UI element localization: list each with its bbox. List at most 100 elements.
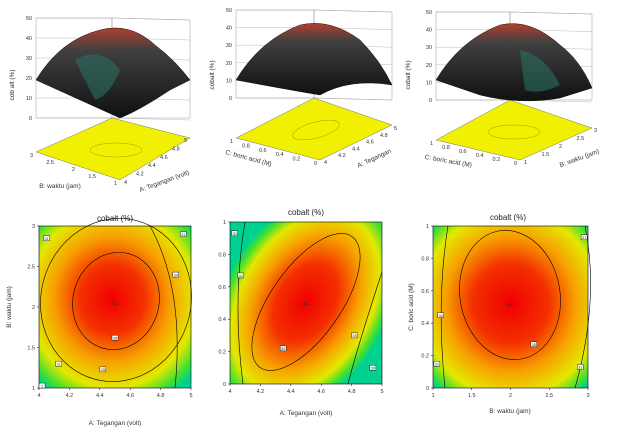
surface2-floor (235, 97, 393, 161)
contour-xtick-label: 4.8 (348, 389, 356, 395)
contour-ytick-label: 1.5 (27, 346, 35, 352)
contour2-marks: 30 30 35 35 30 6a (231, 230, 377, 371)
contour-ytick-label: 0.6 (421, 289, 429, 295)
surface-ytick-label: 0.6 (259, 148, 267, 154)
surface-ztick-label: 50 (226, 8, 232, 14)
contour-ytick-label: 0.2 (421, 354, 429, 360)
contour-center-label: 6a (303, 301, 309, 306)
surface-ztick-label: 20 (226, 61, 232, 67)
surface-grid-line (111, 117, 191, 121)
contour-level-label: 30 (232, 231, 237, 236)
surface-ytick-label: 1.5 (88, 174, 96, 180)
surface-xtick-label: 4 (124, 180, 127, 186)
contour1-ylabel: B: waktu (jam) (6, 286, 13, 328)
surface1-yticks: 1 1.5 2 2.5 3 (30, 153, 117, 187)
surface-xtick-label: 4.2 (338, 153, 346, 159)
contour-ytick-label: 0 (223, 382, 226, 388)
contour-level-label: 34 (439, 313, 444, 318)
surface-grid-line (313, 9, 393, 13)
surface1-zlabel: cob alt (%) (9, 69, 16, 100)
surface1-zticks: 0 10 20 30 40 50 (26, 16, 32, 122)
surface1-floor-contour (89, 142, 143, 158)
contour-level-label-box (280, 345, 287, 352)
contour-center-label: 6a (506, 302, 512, 307)
contour-xtick-label: 1.5 (468, 393, 476, 399)
surface3-ylabel: C: boric acid (M) (424, 154, 472, 169)
contour1-level-inner (72, 252, 160, 350)
surface-ytick-label: 2 (72, 167, 75, 173)
contour1-level-edge (149, 225, 178, 389)
contour-ytick-label: 1 (32, 386, 35, 392)
contour-level-label-box (237, 272, 244, 279)
surface-panel-1: cob alt (%) 0 10 20 30 40 50 4 4.2 4.4 4.6 4.8 5 1… (9, 16, 191, 194)
contour-level-label: 35 (532, 342, 537, 347)
surface2-floor-contour (292, 119, 340, 141)
contour-xtick-label: 4.6 (126, 393, 134, 399)
surface-ztick-label: 50 (426, 10, 432, 16)
contour-level-label-box (530, 341, 537, 347)
contour-ytick-label: 0.4 (218, 317, 226, 323)
surface-xtick-label: 1.5 (542, 152, 550, 158)
contour3-ylabel: C: boric acid (M) (408, 283, 415, 331)
surface-xtick-label: 4.8 (380, 133, 388, 139)
surface-xtick-label: 5 (394, 126, 397, 132)
surface-ztick-label: 0 (229, 96, 232, 102)
contour-xtick-label: 4.4 (96, 393, 104, 399)
contour-ytick-label: 0.2 (218, 350, 226, 356)
contour-ytick-label: 0.8 (218, 252, 226, 258)
contour-ytick-label: 0.6 (218, 285, 226, 291)
contour1-level-outer (40, 218, 192, 382)
contour-xtick-label: 4.6 (317, 389, 325, 395)
contour3-fill (432, 225, 589, 389)
surface-ztick-label: 0 (429, 98, 432, 104)
surface-ztick-label: 10 (26, 96, 32, 102)
contour-ytick-label: 1 (223, 220, 226, 226)
surface-ztick-label: 20 (26, 76, 32, 82)
contour-level-label-box (577, 364, 584, 370)
surface-ytick-label: 0.4 (476, 153, 484, 159)
contour-level-label: 30 (371, 366, 376, 371)
surface3-floor (435, 99, 593, 161)
surface-ztick-label: 30 (26, 56, 32, 62)
contour-xtick-label: 4.2 (66, 393, 74, 399)
contour3-marks: 31 34 35 31 31 6a (433, 234, 588, 370)
contour-xtick-label: 3 (586, 393, 589, 399)
surface-ztick-label: 50 (26, 16, 32, 22)
surface-ytick-label: 3 (30, 153, 33, 159)
contour-level-label-box (433, 361, 441, 367)
surface-ytick-label: 0.4 (276, 152, 284, 158)
surface-ztick-label: 40 (26, 36, 32, 42)
surface3-dome (435, 23, 593, 102)
contour-level-label: 31 (57, 362, 62, 367)
surface-xtick-label: 3 (594, 128, 597, 134)
surface-ztick-label: 10 (226, 78, 232, 84)
surface-ytick-label: 2.5 (46, 160, 54, 166)
contour-level-label-box (111, 335, 119, 341)
surface2-dome (235, 23, 393, 96)
surface1-xlabel: A: Tegangan (volt) (139, 169, 191, 194)
contour-level-label-box (231, 230, 238, 237)
surface-ytick-label: 0.2 (293, 157, 301, 163)
surface-grid-line (111, 17, 191, 21)
surface1-floor (35, 117, 191, 181)
contour1-ticks: 4 4.2 4.4 4.6 4.8 5 1 1.5 2 2.5 3 (27, 224, 192, 399)
surface3-zticks: 0 10 20 30 40 50 (426, 10, 432, 104)
surface-ztick-label: 10 (426, 80, 432, 86)
contour-panel-3: cobalt (%) 31 34 35 31 31 6a 1 1.5 2 2.5 3 0 0.2 0.4… (408, 213, 591, 415)
surface2-yticks: 0 0.2 0.4 0.6 0.8 1 (230, 139, 317, 167)
contour-xtick-label: 5 (189, 393, 192, 399)
contour-level-label: 38 (113, 336, 118, 341)
surface-grid-line (509, 11, 593, 15)
contour2-fill (229, 221, 383, 385)
surface-xtick-label: 5 (184, 138, 187, 144)
contour2-level-left (237, 221, 246, 385)
contour-ytick-label: 0 (426, 386, 429, 392)
surface1-ylabel: B: waktu (jam) (39, 183, 81, 190)
surface-xtick-label: 4.6 (366, 140, 374, 146)
surface3-zlabel: cobalt (%) (405, 60, 412, 89)
contour-center-label: 6a (112, 301, 118, 306)
contour-level-label: 35 (101, 367, 106, 372)
contour3-xlabel: B: waktu (jam) (489, 408, 531, 415)
